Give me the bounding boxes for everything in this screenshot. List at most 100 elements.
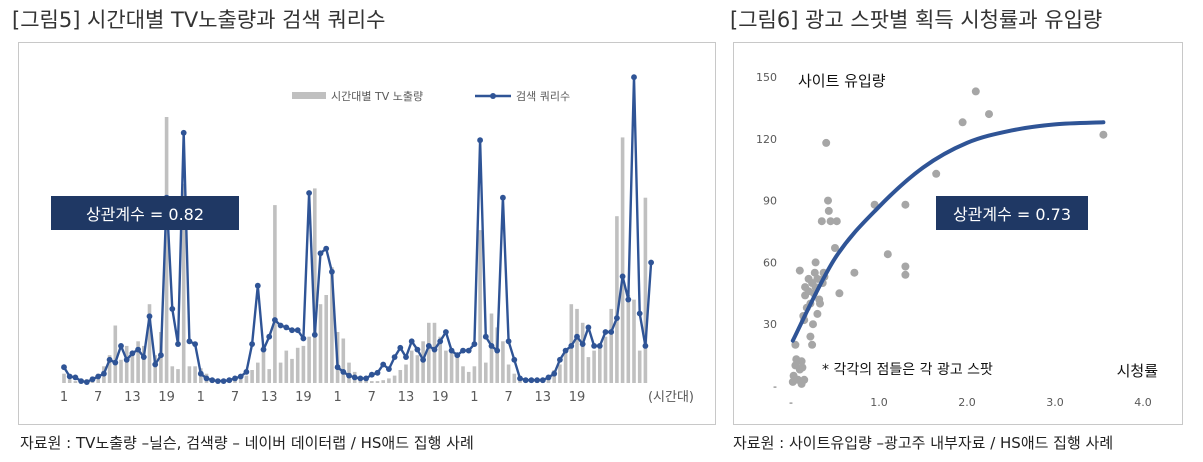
tv-exposure-bar — [387, 378, 391, 383]
tv-exposure-bar — [324, 295, 328, 383]
x-tick-label: 7 — [231, 390, 239, 405]
scatter-point — [808, 340, 817, 349]
search-query-point — [146, 313, 153, 320]
scatter-point — [824, 206, 833, 215]
search-query-point — [471, 341, 478, 347]
search-query-point — [135, 346, 141, 353]
tv-exposure-bar — [466, 371, 471, 383]
y-tick-label: 60 — [763, 256, 777, 269]
search-query-point — [380, 361, 387, 368]
search-query-point — [579, 341, 586, 347]
scatter-point — [824, 196, 832, 205]
tv-exposure-bar — [238, 378, 243, 383]
tv-exposure-bar — [580, 322, 585, 383]
tv-exposure-bar — [501, 341, 505, 383]
tv-exposure-bar — [512, 373, 517, 383]
search-query-point — [226, 377, 233, 384]
scatter-point — [826, 217, 835, 226]
search-query-point — [72, 374, 79, 381]
scatter-point — [809, 320, 817, 329]
tv-exposure-bar — [375, 381, 380, 383]
search-query-point — [408, 338, 415, 345]
tv-exposure-bar — [153, 355, 157, 383]
tv-exposure-bar — [330, 267, 334, 383]
search-query-point — [152, 361, 159, 368]
search-query-point — [539, 377, 546, 384]
tv-exposure-bar — [364, 380, 368, 383]
x-tick-label: 1 — [470, 390, 478, 405]
search-query-point — [254, 282, 261, 289]
tv-exposure-bar — [73, 381, 78, 383]
x-tick-label: 19 — [432, 390, 449, 405]
tv-exposure-bar — [261, 345, 266, 383]
search-query-point — [511, 356, 518, 363]
tv-exposure-bar — [176, 369, 180, 383]
x-tick-label: 13 — [261, 390, 278, 405]
scatter-point — [932, 169, 941, 178]
tv-exposure-bar — [284, 350, 289, 383]
trend-curve — [790, 120, 1106, 343]
search-query-point — [323, 245, 330, 252]
search-query-point — [374, 369, 381, 376]
search-query-point — [306, 190, 312, 196]
tv-exposure-bar — [409, 350, 414, 383]
search-query-point — [266, 333, 273, 340]
search-query-point — [505, 338, 512, 345]
scatter-point — [813, 309, 822, 318]
tv-exposure-bar — [598, 345, 602, 383]
x-tick-label: 1 — [197, 390, 205, 405]
search-query-point — [277, 322, 284, 329]
tv-exposure-bar — [563, 350, 568, 383]
tv-exposure-bar — [250, 370, 254, 383]
search-query-point — [112, 359, 119, 366]
x-tick-label: 1 — [333, 390, 341, 405]
search-query-point — [386, 366, 392, 372]
search-query-point — [175, 341, 181, 347]
search-query-point — [448, 347, 455, 354]
tv-exposure-bar — [392, 375, 397, 383]
search-query-point — [534, 377, 540, 384]
search-query-point — [414, 346, 421, 353]
tv-exposure-bar — [301, 345, 306, 383]
search-query-point — [528, 377, 535, 384]
tv-exposure-bar — [455, 357, 460, 383]
search-query-point — [140, 354, 147, 360]
search-query-point — [494, 347, 501, 354]
figure5-source: 자료원 : TV노출량 –닐슨, 검색량 – 네이버 데이터랩 / HS애드 집… — [20, 434, 474, 452]
tv-exposure-bar — [444, 350, 448, 383]
search-query-point — [123, 356, 130, 363]
search-query-point — [192, 341, 199, 347]
tv-exposure-bar — [603, 336, 608, 383]
search-query-point — [431, 346, 438, 353]
search-query-point — [391, 354, 398, 360]
search-query-point — [522, 377, 529, 384]
search-query-point — [619, 273, 626, 280]
search-query-point — [363, 375, 369, 382]
tv-exposure-bar — [67, 379, 72, 383]
scatter-point — [835, 289, 844, 298]
tv-exposure-bar — [558, 364, 562, 383]
x-tick-label: 13 — [535, 390, 552, 405]
search-query-point — [118, 343, 124, 349]
search-query-point — [557, 356, 563, 363]
tv-exposure-bar — [256, 362, 260, 383]
x-tick-label: 19 — [158, 390, 175, 405]
scatter-point — [985, 110, 993, 119]
search-query-point — [477, 137, 483, 144]
search-query-point — [482, 333, 489, 340]
search-query-point — [460, 347, 466, 354]
search-query-point — [317, 250, 324, 257]
search-query-point — [66, 373, 73, 380]
search-query-point — [209, 377, 216, 384]
figure6-correlation-box: 상관계수 = 0.73 — [936, 196, 1088, 230]
search-query-point — [272, 317, 278, 323]
tv-exposure-bar — [307, 336, 311, 383]
x-tick-label: 19 — [569, 390, 586, 405]
search-query-point — [585, 324, 592, 331]
search-query-point — [636, 310, 643, 317]
tv-exposure-bar — [620, 137, 625, 383]
scatter-point — [901, 270, 910, 279]
scatter-point — [798, 363, 807, 372]
x-tick-label: 3.0 — [1046, 396, 1064, 409]
